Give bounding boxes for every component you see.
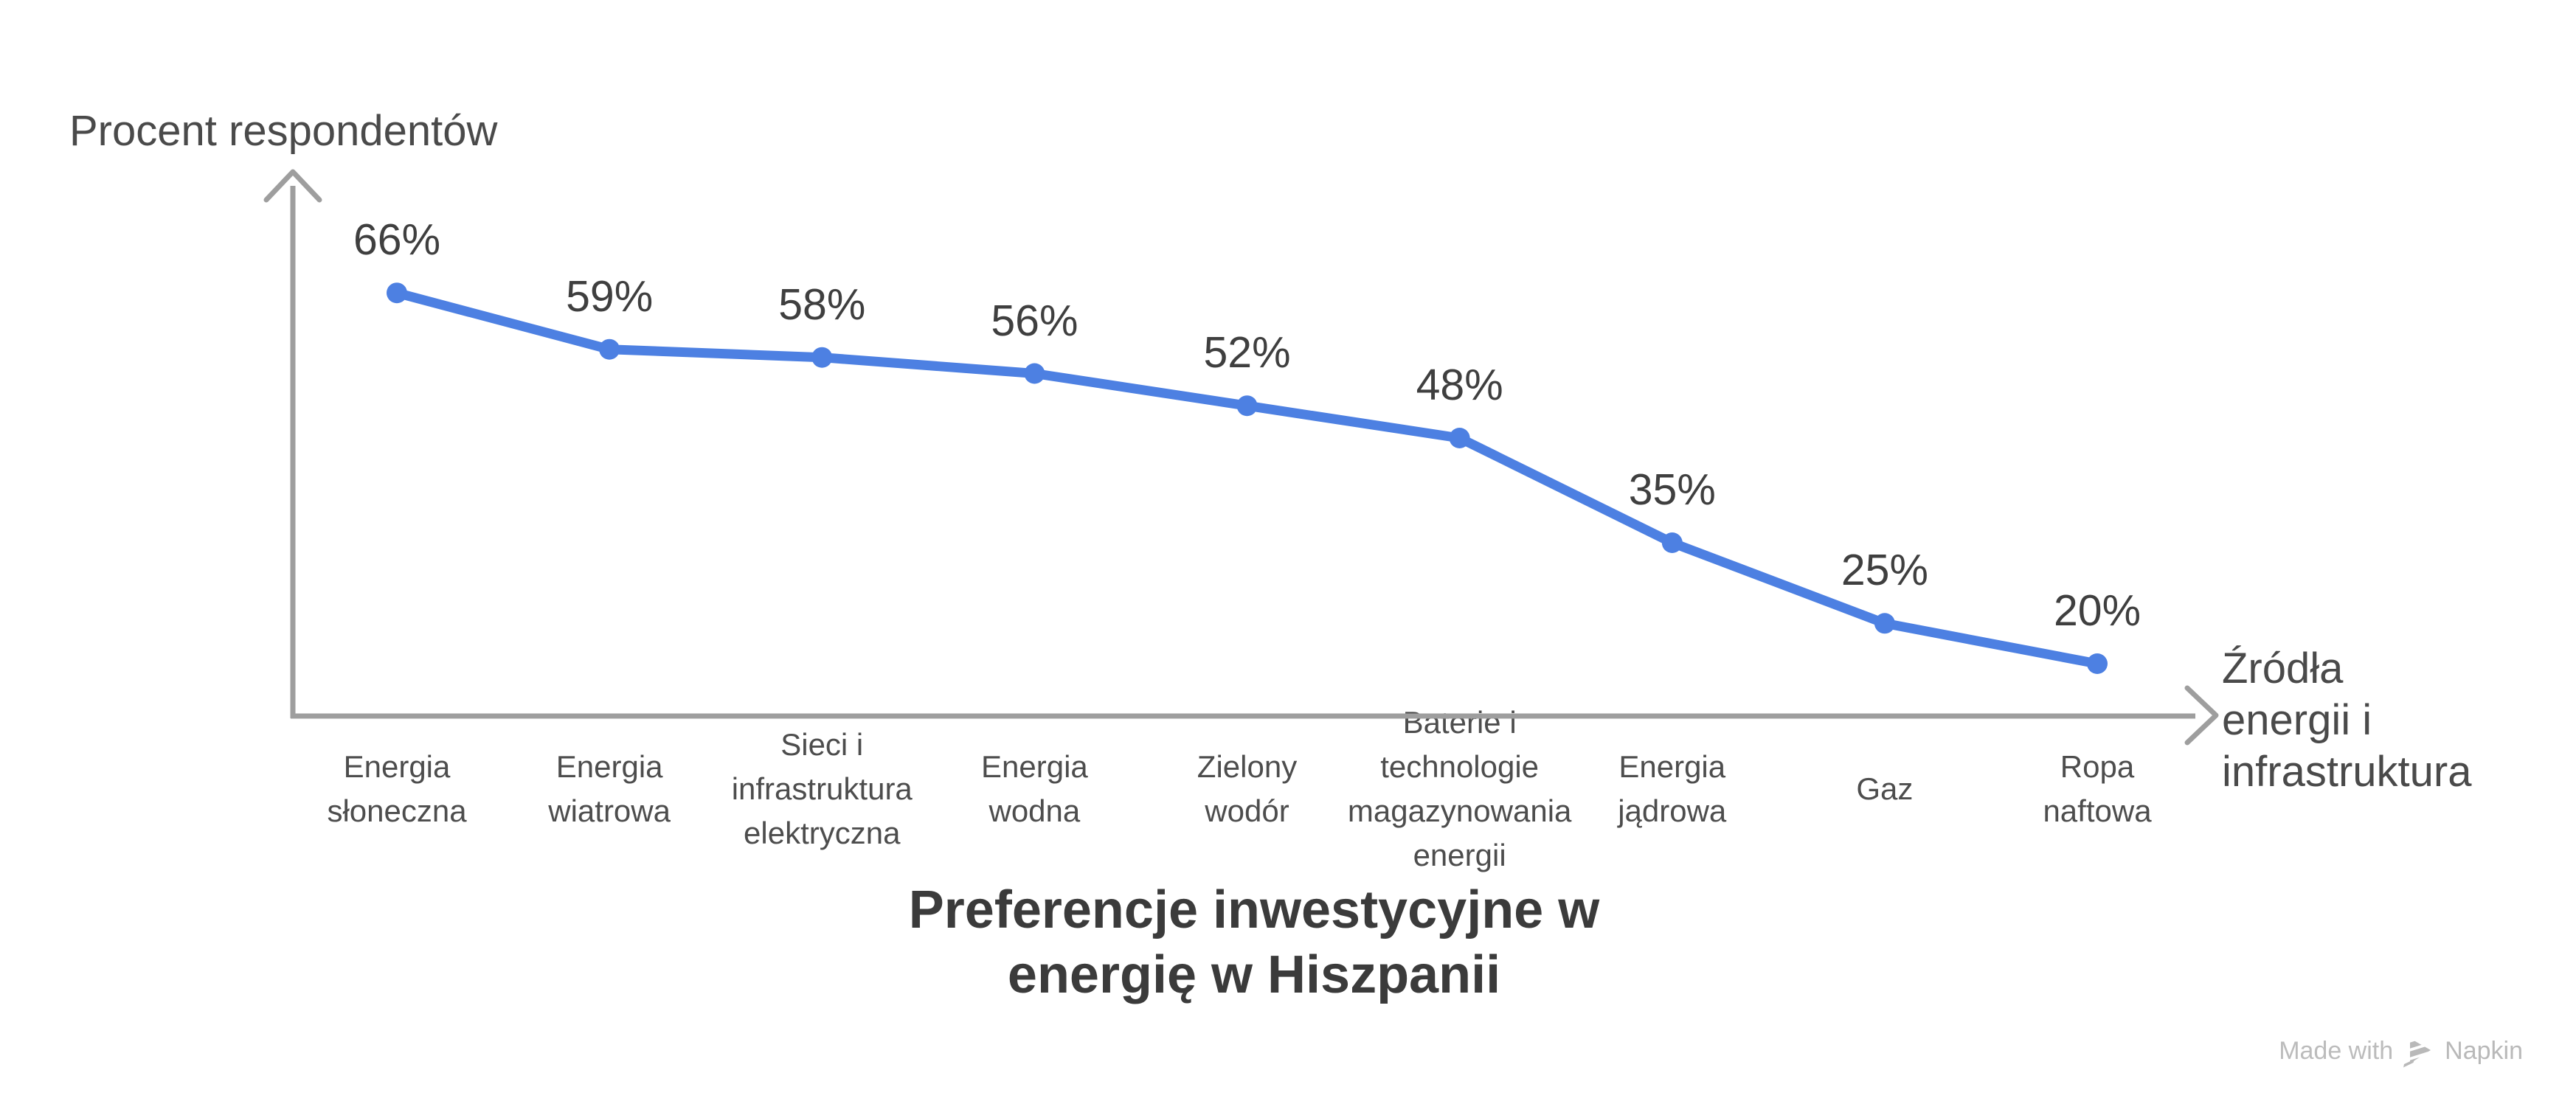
category-label: Zielony wodór bbox=[1197, 749, 1298, 828]
category-label: Gaz bbox=[1856, 771, 1914, 806]
value-label: 20% bbox=[2053, 586, 2142, 635]
category-label: Energia jądrowa bbox=[1618, 749, 1727, 828]
x-axis-title: Źródła energii i infrastruktura bbox=[2222, 645, 2472, 796]
napkin-logo-icon bbox=[2403, 1038, 2431, 1068]
category-label: Energia wiatrowa bbox=[548, 749, 671, 828]
value-label: 52% bbox=[1203, 328, 1291, 378]
value-label: 25% bbox=[1841, 546, 1928, 595]
value-label: 48% bbox=[1416, 360, 1503, 409]
value-label: 35% bbox=[1628, 465, 1716, 515]
value-label: 58% bbox=[778, 279, 866, 329]
category-label: Ropa naftowa bbox=[2043, 749, 2152, 828]
napkin-watermark[interactable]: Made with Napkin bbox=[2279, 1034, 2523, 1068]
chart-title: Preferencje inwestycyjne w energię w Hisz… bbox=[908, 880, 1600, 1004]
category-label: Sieci i infrastruktura elektryczna bbox=[731, 727, 913, 850]
y-axis-title: Procent respondentów bbox=[69, 107, 498, 155]
category-label: Energia wodna bbox=[980, 749, 1088, 828]
watermark-brand: Napkin bbox=[2445, 1036, 2523, 1065]
value-label: 56% bbox=[991, 296, 1078, 345]
value-label: 59% bbox=[566, 271, 654, 321]
watermark-prefix: Made with bbox=[2279, 1036, 2394, 1065]
category-label: Baterie i technologie magazynowania energii bbox=[1347, 705, 1572, 872]
category-label: Energia słoneczna bbox=[327, 749, 467, 828]
value-label: 66% bbox=[353, 215, 441, 265]
